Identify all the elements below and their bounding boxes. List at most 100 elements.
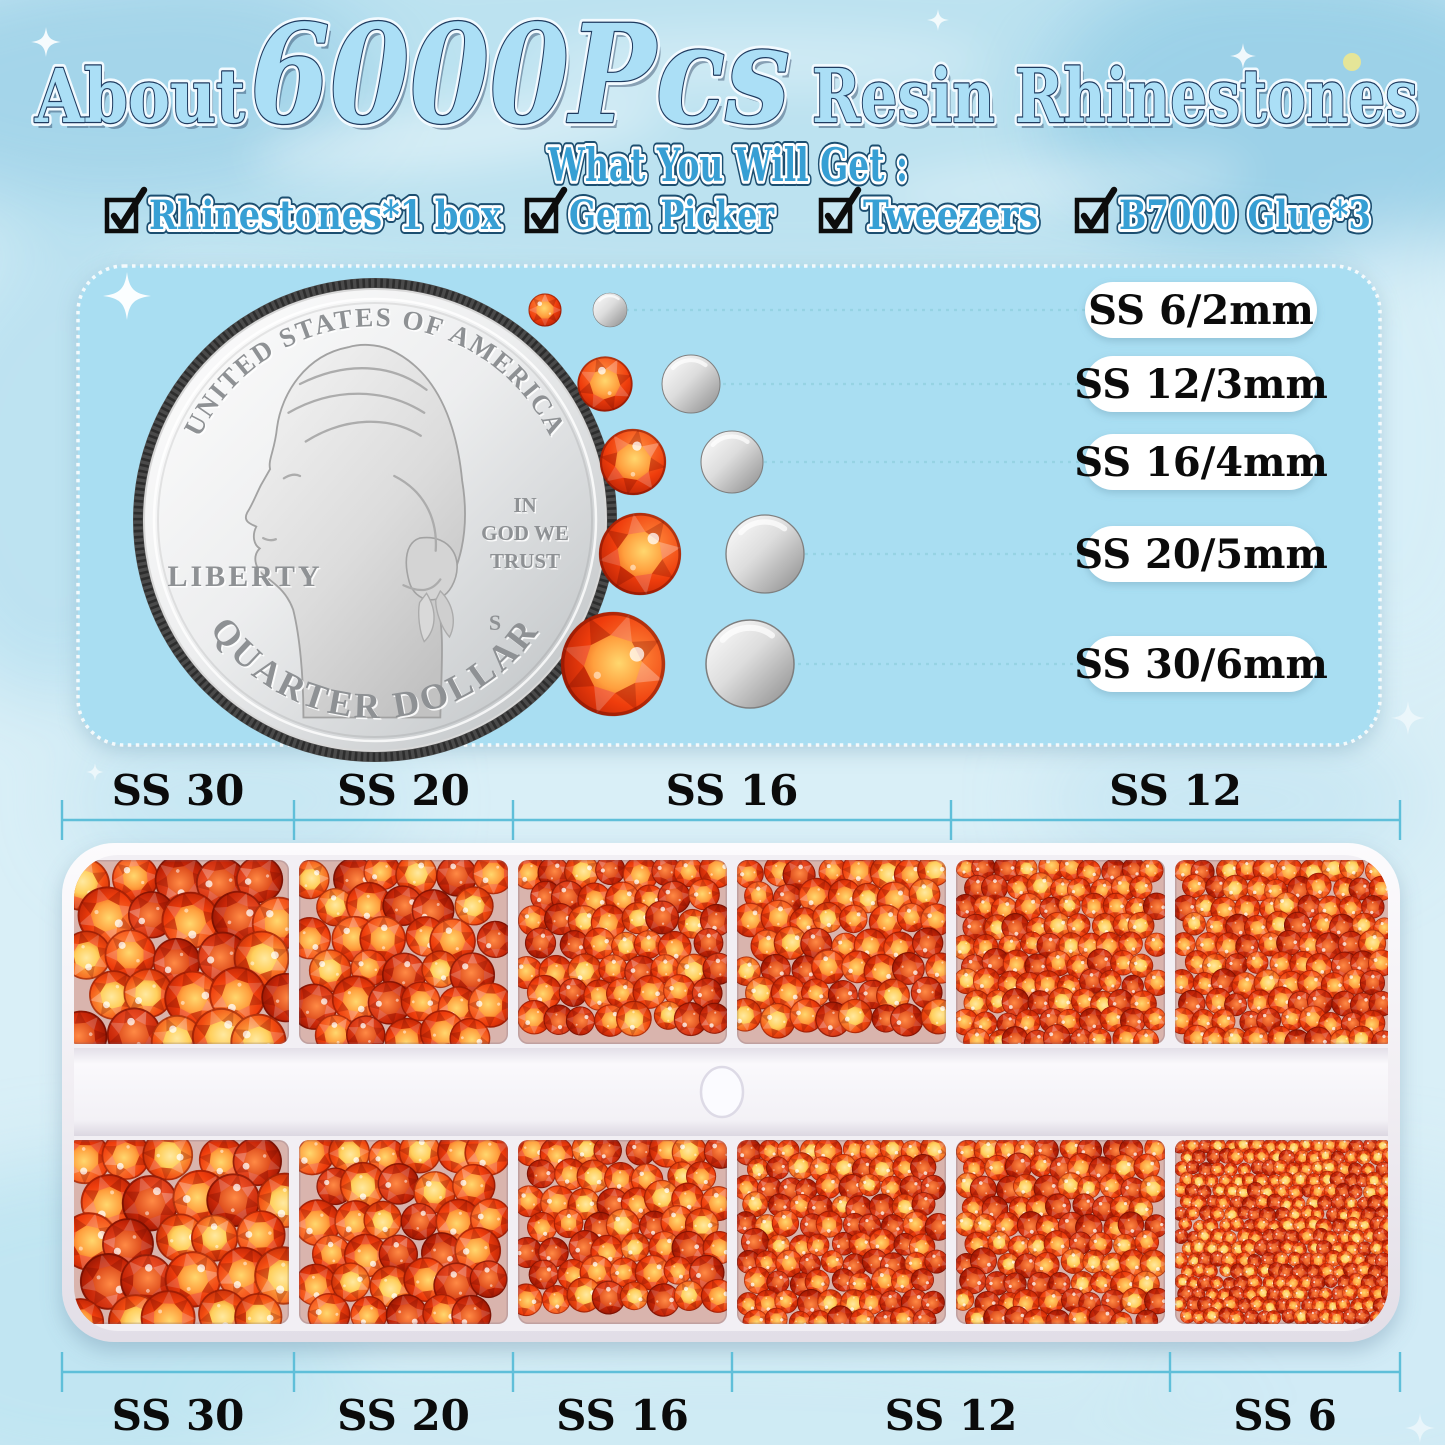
- tray-bracket-top: SS 30 SS 20 SS 16 SS 12: [60, 766, 1402, 840]
- coin-motto-line: IN: [513, 493, 536, 517]
- rhinestone-cluster: [948, 1132, 1176, 1340]
- coin-mint-mark: S: [489, 610, 501, 635]
- compartment: [74, 1140, 289, 1324]
- compartment: [1169, 1133, 1401, 1329]
- checklist-label: Gem Picker: [569, 192, 775, 239]
- disc-icon: [726, 515, 804, 593]
- compartment: [508, 849, 741, 1044]
- disc-icon: [706, 620, 794, 708]
- coin-motto-line: GOD WE: [483, 523, 571, 547]
- size-comparison-panel: UNITED STATES OF AMERICA UNITED STATES O…: [76, 264, 1382, 762]
- checklist-label: Rhinestones*1 box: [149, 192, 502, 239]
- compartment: [729, 1131, 953, 1341]
- tray-bracket-bottom: SS 30 SS 20 SS 16 SS 12 SS 6: [60, 1352, 1402, 1440]
- checklist-label: B7000 Glue*3: [1119, 192, 1371, 239]
- compartment: [45, 844, 320, 1077]
- bracket-label: SS 30: [112, 766, 245, 815]
- compartment: [1164, 850, 1401, 1061]
- compartment: [726, 845, 962, 1044]
- size-pill-label: SS 6/2mm: [1088, 287, 1314, 334]
- disc-icon: [701, 431, 763, 493]
- coin-motto-line: GOD WE: [481, 521, 569, 545]
- title-count: 6000Pcs: [250, 0, 790, 155]
- size-pill-label: SS 20/5mm: [1074, 531, 1328, 578]
- title-about: About: [34, 54, 245, 140]
- checklist-label: Tweezers: [863, 192, 1038, 239]
- title-count: 6000Pcs: [250, 0, 790, 155]
- size-pill: [1085, 282, 1317, 338]
- compartment: [948, 850, 1176, 1060]
- checklist-label: Rhinestones*1 box: [149, 192, 502, 239]
- rhinestone-cluster: [729, 1131, 953, 1341]
- checkmark-icon: [1080, 186, 1118, 230]
- compartment: [286, 847, 522, 1070]
- checklist-label: Tweezers: [863, 192, 1038, 239]
- title-about: About: [38, 60, 249, 146]
- sparkle-icons: [31, 9, 1435, 1443]
- checklist-label: Tweezers: [863, 192, 1038, 239]
- coin-liberty-text: LIBERTY: [168, 560, 323, 593]
- size-pill-label: SS 12/3mm: [1074, 361, 1328, 408]
- bracket-label: SS 30: [112, 1391, 245, 1440]
- size-row: SS 12/3mm: [568, 347, 1328, 421]
- size-pill-label: SS 30/6mm: [1074, 641, 1328, 688]
- quarter-coin: UNITED STATES OF AMERICA UNITED STATES O…: [133, 278, 617, 762]
- bracket-label: SS 6: [1233, 1391, 1337, 1440]
- checklist-label: B7000 Glue*3: [1119, 192, 1371, 239]
- coin-motto-line: IN: [515, 495, 538, 519]
- bracket-label: SS 16: [666, 766, 799, 815]
- size-pill: [1085, 636, 1317, 692]
- bracket-label: SS 12: [1109, 766, 1242, 815]
- size-pill: [1085, 356, 1317, 412]
- checkmark-icon: [530, 186, 568, 230]
- title-suffix: Resin Rhinestones: [812, 54, 1418, 140]
- bracket-label: SS 20: [337, 766, 470, 815]
- gem-icon: [529, 294, 562, 327]
- checklist-label: Gem Picker: [569, 192, 775, 239]
- size-pill-label: SS 16/4mm: [1074, 439, 1328, 486]
- rhinestone-cluster: [45, 844, 320, 1077]
- checkmark-icon: [110, 186, 148, 230]
- checkmark-icon: [824, 186, 862, 230]
- size-row: SS 30/6mm: [547, 598, 1328, 729]
- size-row: SS 6/2mm: [529, 282, 1317, 338]
- rhinestone-cluster: [1169, 1133, 1401, 1329]
- compartment: [299, 1140, 508, 1324]
- rhinestone-cluster: [1164, 850, 1401, 1061]
- rhinestone-cluster: [726, 845, 962, 1044]
- size-row: SS 16/4mm: [587, 416, 1328, 508]
- coin-motto-line: TRUST: [490, 549, 560, 573]
- rhinestone-tray: [45, 843, 1401, 1342]
- bracket-label: SS 20: [337, 1391, 470, 1440]
- subtitle-text: What You Will Get :: [547, 138, 908, 192]
- checklist-label: Gem Picker: [569, 192, 775, 239]
- tray-latch-button: [699, 1065, 745, 1119]
- title-about: About: [34, 54, 245, 140]
- title-count: 6000Pcs: [254, 1, 794, 161]
- size-row: SS 20/5mm: [593, 507, 1328, 601]
- bracket-label: SS 16: [556, 1391, 689, 1440]
- rhinestone-cluster: [286, 847, 522, 1070]
- compartment: [948, 1132, 1176, 1340]
- subtitle: What You Will Get :What You Will Get :Wh…: [542, 133, 913, 197]
- size-pill: [1085, 526, 1317, 582]
- title-suffix: Resin Rhinestones: [816, 60, 1422, 146]
- coin-motto-line: TRUST: [491, 551, 561, 575]
- rhinestone-cluster: [508, 849, 741, 1044]
- size-pill: [1085, 434, 1317, 490]
- rhinestone-cluster: [948, 850, 1176, 1060]
- subtitle-text: What You Will Get :: [547, 138, 908, 192]
- checklist-label: Rhinestones*1 box: [149, 192, 502, 239]
- title-suffix: Resin Rhinestones: [812, 54, 1418, 140]
- washington-bust: [245, 343, 466, 719]
- coin-liberty-text: LIBERTY: [169, 562, 324, 595]
- bracket-label: SS 12: [885, 1391, 1018, 1440]
